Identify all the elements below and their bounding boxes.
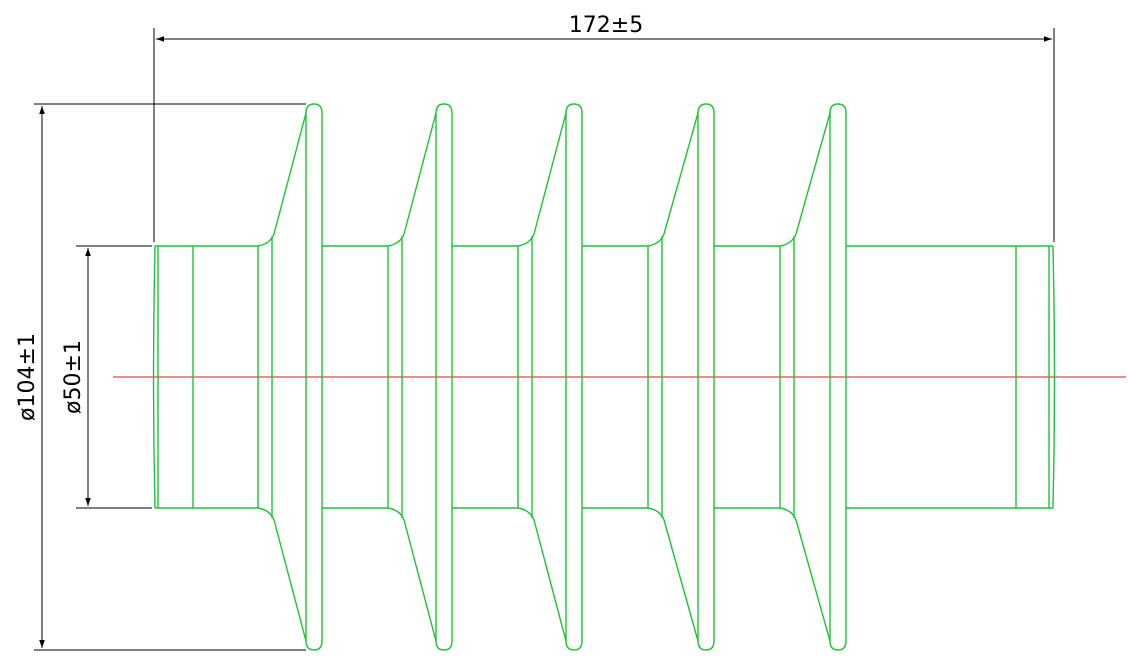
overall-length-label: 172±5 bbox=[569, 13, 643, 38]
right-end-cap bbox=[1052, 245, 1056, 509]
dimension-shed-diameter bbox=[34, 103, 306, 651]
shed-1 bbox=[257, 103, 323, 651]
core-diameter-label: ø50±1 bbox=[61, 340, 86, 414]
core-outline bbox=[155, 245, 1053, 509]
band-lines bbox=[157, 236, 1050, 518]
shed-5 bbox=[779, 103, 847, 651]
dimension-overall-length bbox=[153, 28, 1055, 242]
shed-4 bbox=[647, 103, 715, 651]
shed-diameter-label: ø104±1 bbox=[15, 333, 40, 421]
dimension-core-diameter bbox=[76, 245, 152, 509]
left-end-cap bbox=[152, 245, 156, 509]
insulator-body bbox=[152, 103, 1056, 651]
shed-3 bbox=[517, 103, 583, 651]
shed-2 bbox=[387, 103, 453, 651]
